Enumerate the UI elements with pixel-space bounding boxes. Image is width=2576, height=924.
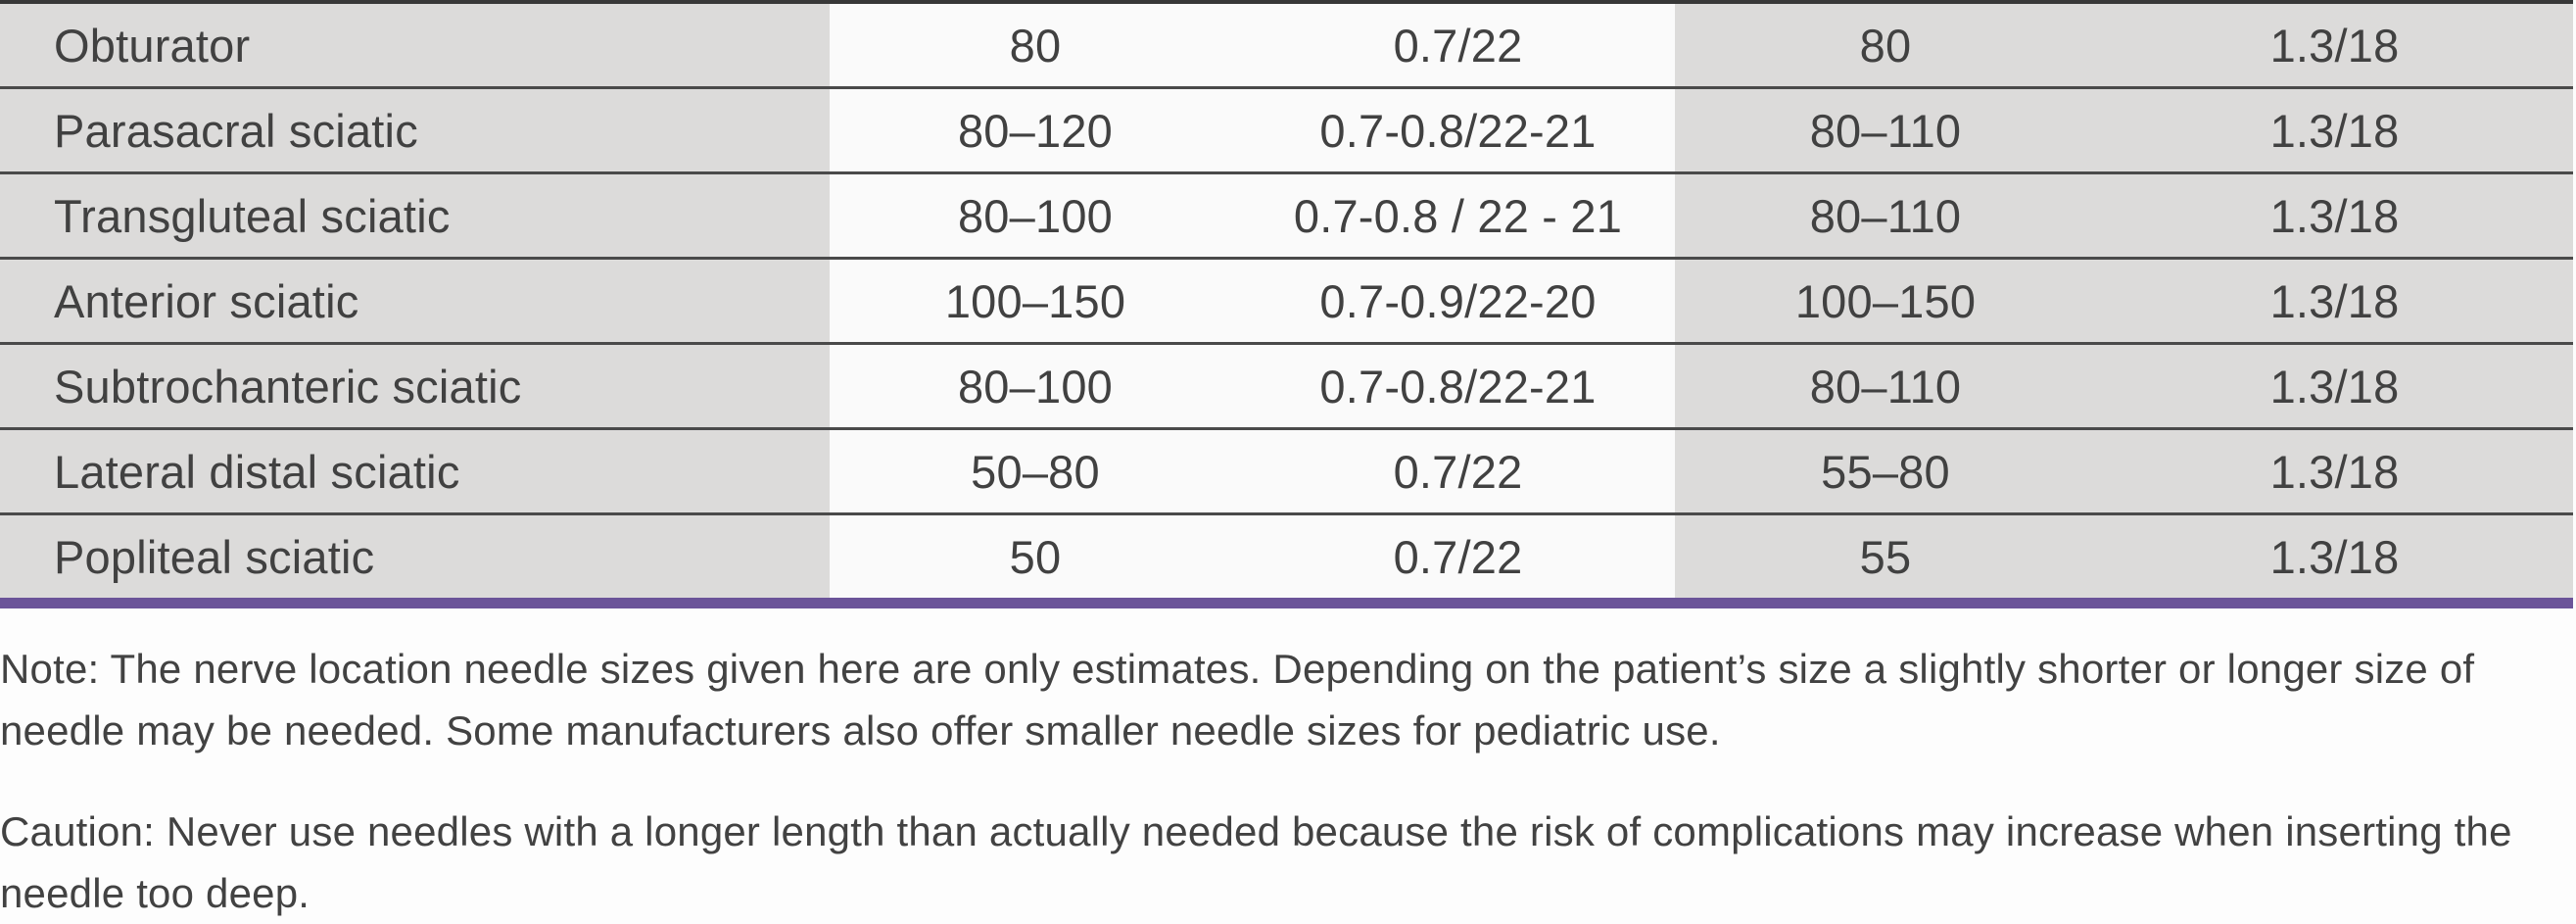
table-row: Transgluteal sciatic 80–100 0.7-0.8 / 22… [0,171,2573,257]
cell-diameter-gauge: 1.3/18 [2096,430,2573,512]
table-row: Obturator 80 0.7/22 80 1.3/18 [0,4,2573,86]
cell-diameter-gauge: 0.7/22 [1241,515,1675,598]
cell-diameter-gauge: 1.3/18 [2096,174,2573,257]
cell-diameter-gauge: 0.7-0.9/22-20 [1241,260,1675,342]
cell-diameter-gauge: 0.7-0.8/22-21 [1241,345,1675,427]
cell-diameter-gauge: 0.7-0.8/22-21 [1241,89,1675,171]
cell-diameter-gauge: 1.3/18 [2096,515,2573,598]
cell-diameter-gauge: 0.7-0.8 / 22 - 21 [1241,174,1675,257]
cell-block-name: Obturator [0,4,830,86]
cell-length: 100–150 [830,260,1241,342]
cell-block-name: Popliteal sciatic [0,515,830,598]
table-row: Lateral distal sciatic 50–80 0.7/22 55–8… [0,427,2573,512]
cell-block-name: Lateral distal sciatic [0,430,830,512]
cell-length: 80 [1675,4,2096,86]
table-row: Popliteal sciatic 50 0.7/22 55 1.3/18 [0,512,2573,598]
note-paragraph: Note: The nerve location needle sizes gi… [0,646,2475,754]
cell-length: 55–80 [1675,430,2096,512]
table-row: Anterior sciatic 100–150 0.7-0.9/22-20 1… [0,257,2573,342]
cell-length: 100–150 [1675,260,2096,342]
caution-paragraph: Caution: Never use needles with a longer… [0,808,2512,916]
cell-length: 50 [830,515,1241,598]
cell-block-name: Anterior sciatic [0,260,830,342]
table-row: Subtrochanteric sciatic 80–100 0.7-0.8/2… [0,342,2573,427]
cell-block-name: Transgluteal sciatic [0,174,830,257]
cell-length: 80–110 [1675,345,2096,427]
cell-length: 50–80 [830,430,1241,512]
cell-diameter-gauge: 1.3/18 [2096,345,2573,427]
cell-length: 80–100 [830,174,1241,257]
cell-diameter-gauge: 0.7/22 [1241,430,1675,512]
cell-diameter-gauge: 1.3/18 [2096,89,2573,171]
cell-diameter-gauge: 0.7/22 [1241,4,1675,86]
table-bottom-accent-bar [0,598,2573,608]
cell-block-name: Subtrochanteric sciatic [0,345,830,427]
table-row: Parasacral sciatic 80–120 0.7-0.8/22-21 … [0,86,2573,171]
cell-length: 55 [1675,515,2096,598]
cell-length: 80–110 [1675,89,2096,171]
cell-diameter-gauge: 1.3/18 [2096,260,2573,342]
cell-length: 80 [830,4,1241,86]
cell-length: 80–120 [830,89,1241,171]
needle-size-table: Obturator 80 0.7/22 80 1.3/18 Parasacral… [0,0,2573,608]
cell-block-name: Parasacral sciatic [0,89,830,171]
cell-length: 80–110 [1675,174,2096,257]
cell-length: 80–100 [830,345,1241,427]
cell-diameter-gauge: 1.3/18 [2096,4,2573,86]
